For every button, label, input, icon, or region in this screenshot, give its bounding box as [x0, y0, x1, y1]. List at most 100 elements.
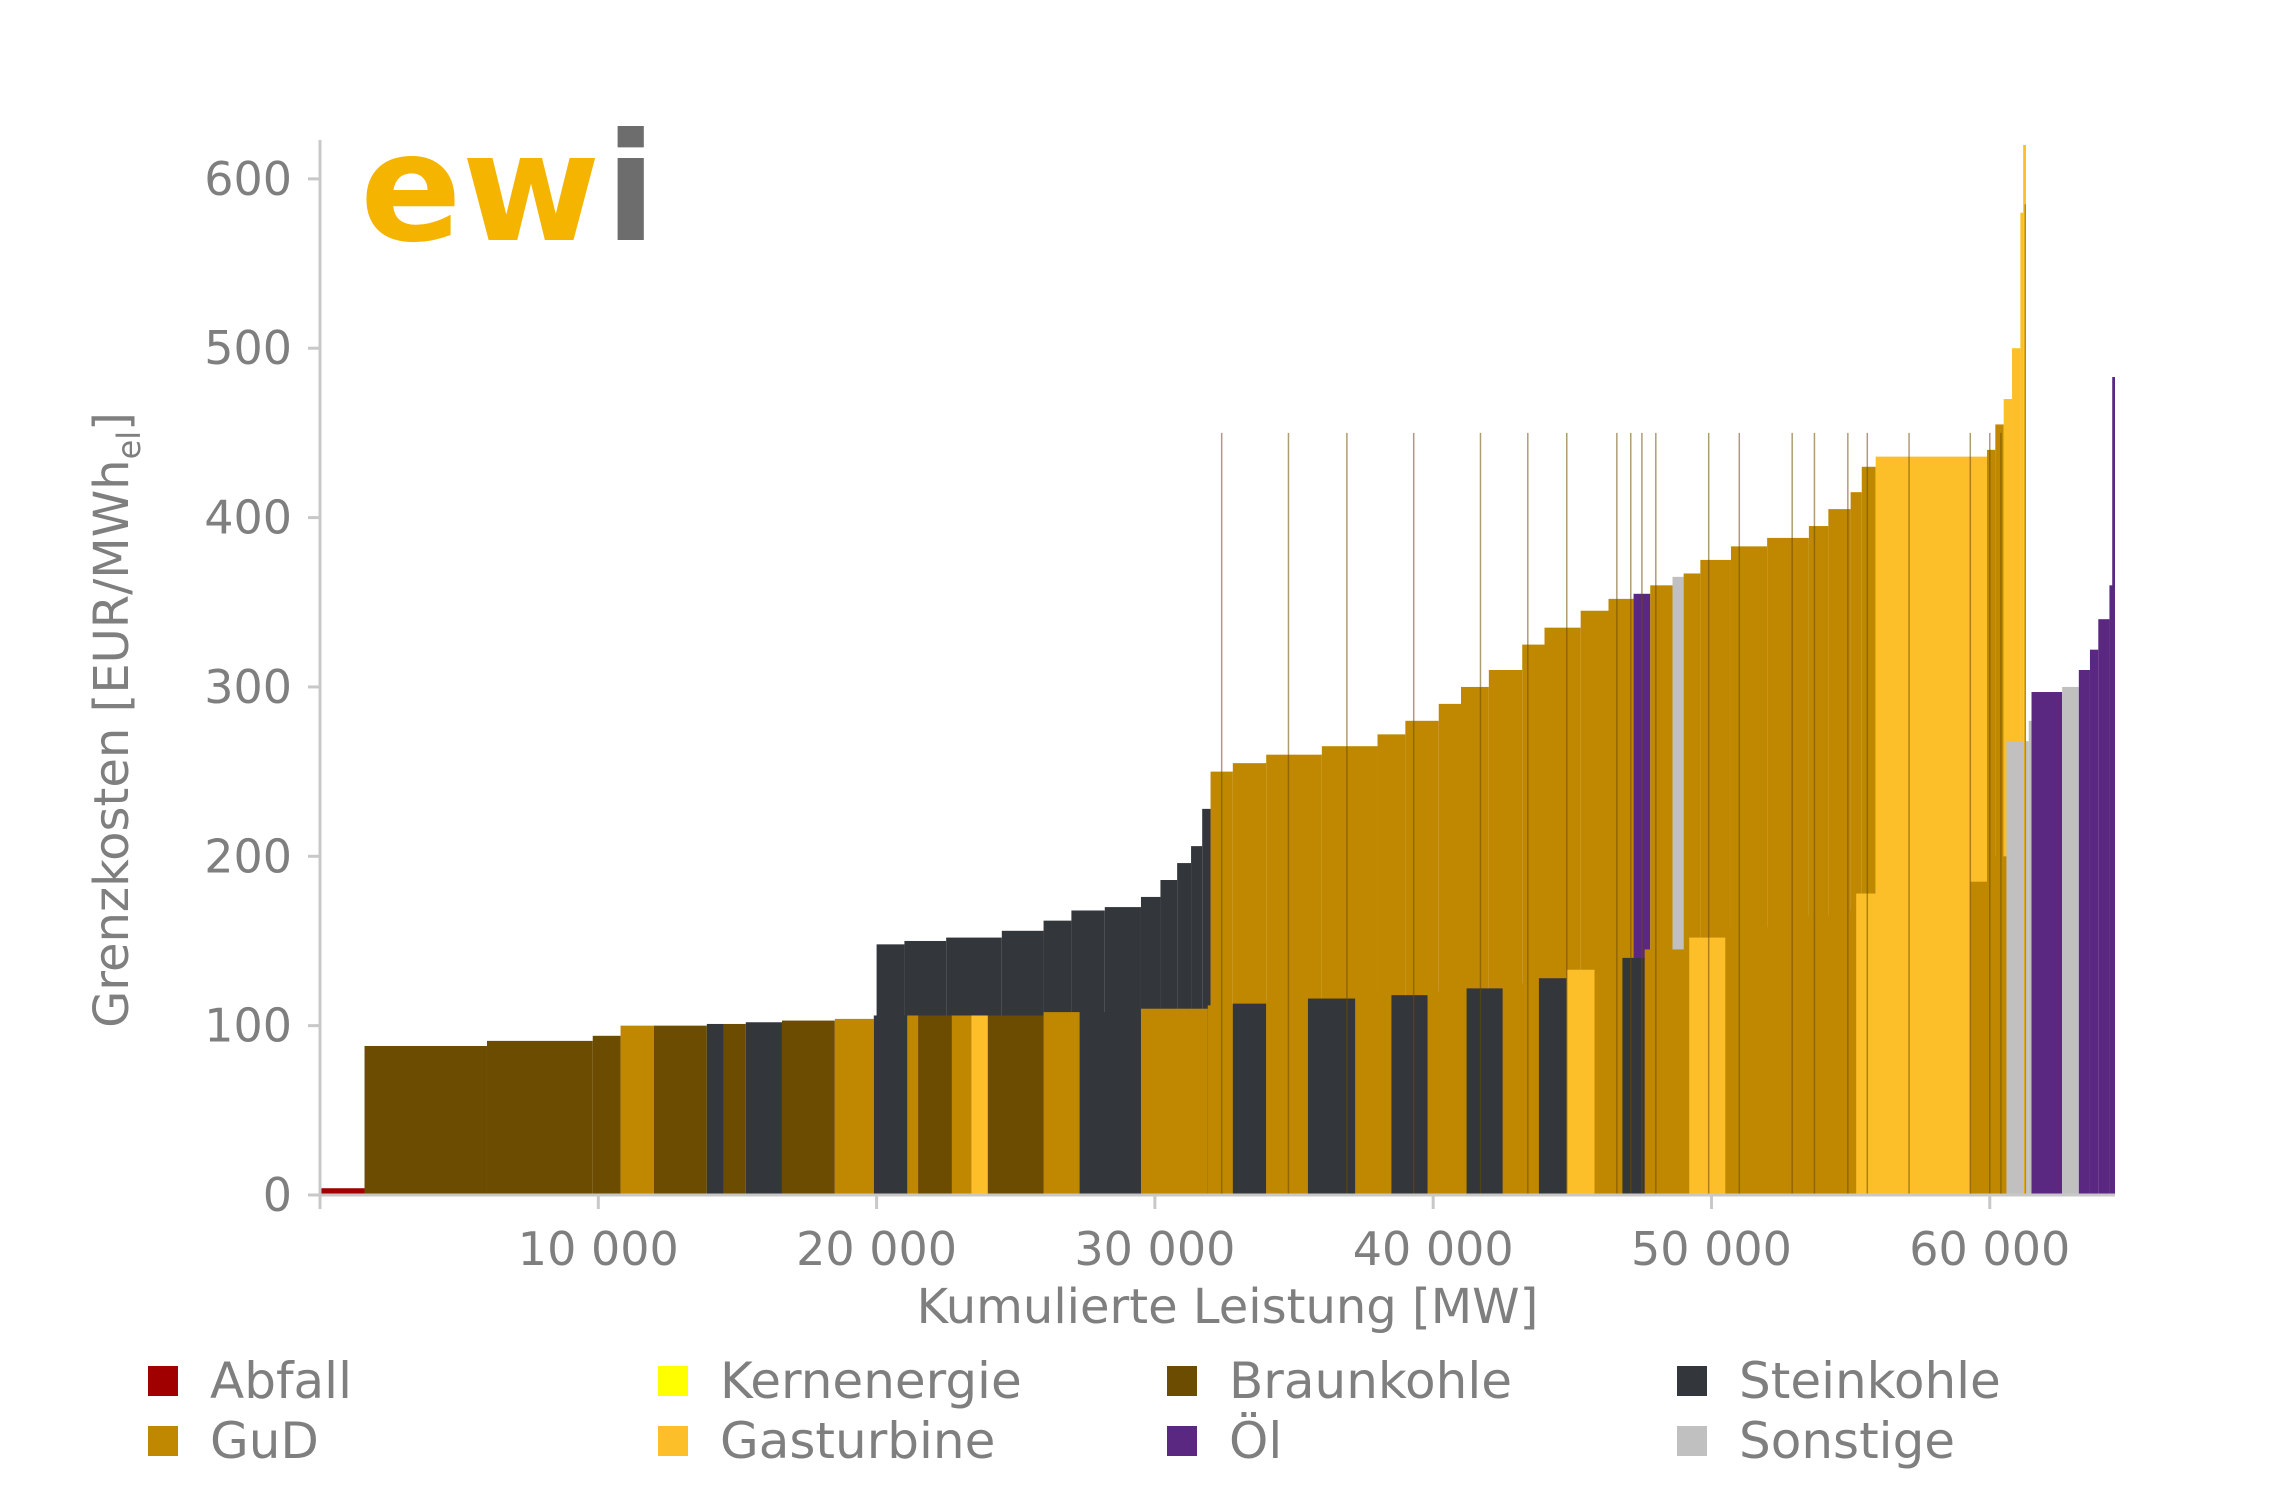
legend-swatch [148, 1366, 178, 1396]
y-tick-label: 600 [204, 152, 292, 206]
legend-label: GuD [210, 1412, 319, 1470]
y-tick-label: 300 [204, 660, 292, 714]
legend-label: Braunkohle [1229, 1352, 1512, 1410]
bar-front [971, 1015, 988, 1195]
x-tick-label: 50 000 [1631, 1222, 1792, 1276]
bar-front [745, 1022, 782, 1195]
x-tick-label: 40 000 [1353, 1222, 1514, 1276]
axes: 0 100 200 300 400 500 600 10 000 20 000 30 000 40 … [84, 140, 2115, 1335]
bar-steinkohle-step [1202, 808, 1211, 1195]
bar-front [1856, 893, 1910, 1195]
bar-front [1232, 1003, 1267, 1195]
bar-front [1043, 1012, 1080, 1195]
bar-front [653, 1025, 707, 1195]
legend-swatch [658, 1426, 688, 1456]
y-axis-title: Grenzkosten [EUR/MWhel] [84, 412, 148, 1028]
bar-front [1266, 1000, 1308, 1195]
x-tick-label: 60 000 [1909, 1222, 2070, 1276]
legend-label: Öl [1229, 1412, 1282, 1470]
bar-front [951, 1015, 972, 1195]
bar-front [1502, 983, 1539, 1195]
y-axis-title-suffix: ] [84, 412, 140, 431]
bar-spike [2024, 204, 2026, 1196]
logo-text-main: ew [360, 102, 600, 276]
bar-front [781, 1020, 835, 1195]
bar-back [1986, 449, 1996, 1195]
plot-front-blocks [320, 145, 2115, 1196]
bar-front [1594, 964, 1623, 1195]
bar-front [320, 1188, 365, 1195]
bar-front [2098, 619, 2110, 1195]
bar-front [1427, 991, 1467, 1195]
bar-front [2089, 649, 2099, 1195]
bar-front [1781, 915, 1832, 1195]
legend-item: Kernenergie [658, 1352, 1022, 1410]
bar-front [1689, 937, 1726, 1195]
bar-front [2006, 741, 2029, 1195]
bar-front [918, 1015, 952, 1195]
legend-item: Öl [1167, 1412, 1282, 1470]
bar-spike [2112, 377, 2115, 1196]
y-tick-label: 0 [263, 1168, 292, 1222]
bar-front [1207, 1005, 1233, 1195]
bar-back [1672, 576, 1684, 1195]
bar-front [1391, 995, 1428, 1195]
bar-front [1466, 988, 1503, 1195]
bar-front [620, 1025, 654, 1195]
bar-front [1566, 969, 1595, 1195]
bar-front [1355, 996, 1392, 1195]
bar-front [1970, 881, 1987, 1195]
y-tick-label: 500 [204, 321, 292, 375]
plot-dividers [1220, 432, 2002, 1195]
x-tick-label: 20 000 [796, 1222, 957, 1276]
bar-front [1140, 1008, 1208, 1195]
bar-front [2062, 686, 2079, 1195]
legend-label: Kernenergie [720, 1352, 1022, 1410]
bar-front [1307, 998, 1356, 1195]
bar-front [1538, 978, 1567, 1195]
x-tick-label: 10 000 [518, 1222, 679, 1276]
y-axis-title-subscript: el [110, 431, 148, 460]
legend-swatch [658, 1366, 688, 1396]
legend-label: Gasturbine [720, 1412, 995, 1470]
bar-front [907, 1015, 919, 1195]
y-axis-title-main: Grenzkosten [EUR/MWh [84, 459, 140, 1028]
bar-back [1850, 492, 1862, 1195]
y-tick-label: 400 [204, 491, 292, 545]
legend-label: Abfall [210, 1352, 352, 1410]
y-tick-label: 100 [204, 999, 292, 1053]
bar-back [1995, 424, 2004, 1195]
legend-label: Steinkohle [1739, 1352, 2001, 1410]
bar-front [2078, 670, 2090, 1195]
ewi-logo: ew i [360, 102, 656, 276]
legend-swatch [1677, 1366, 1707, 1396]
legend-swatch [1167, 1426, 1197, 1456]
bar-front [592, 1035, 621, 1195]
legend-swatch [1677, 1426, 1707, 1456]
legend-label: Sonstige [1739, 1412, 1955, 1470]
bar-front [1909, 893, 1971, 1195]
legend-item: Steinkohle [1677, 1352, 2001, 1410]
bar-front [1831, 910, 1857, 1195]
bar-front [1644, 949, 1690, 1195]
legend-item: Abfall [148, 1352, 352, 1410]
bar-front [1622, 957, 1645, 1195]
bar-front [834, 1018, 874, 1195]
y-tick-label: 200 [204, 829, 292, 883]
legend: Abfall Kernenergie Braunkohle Steinkohle GuD… [148, 1352, 2001, 1470]
legend-item: GuD [148, 1412, 319, 1470]
bar-front [873, 1015, 908, 1195]
bar-front [2028, 720, 2032, 1195]
bar-front [1725, 927, 1782, 1195]
bar-front [1079, 1012, 1141, 1195]
bar-front [2031, 692, 2063, 1195]
bar-front [706, 1023, 724, 1195]
legend-item: Braunkohle [1167, 1352, 1512, 1410]
bar-front [723, 1023, 746, 1195]
bar-front [486, 1040, 593, 1195]
legend-swatch [1167, 1366, 1197, 1396]
bar-back [2020, 212, 2024, 1195]
logo-text-accent: i [605, 102, 656, 276]
x-axis-title: Kumulierte Leistung [MW] [917, 1279, 1539, 1335]
